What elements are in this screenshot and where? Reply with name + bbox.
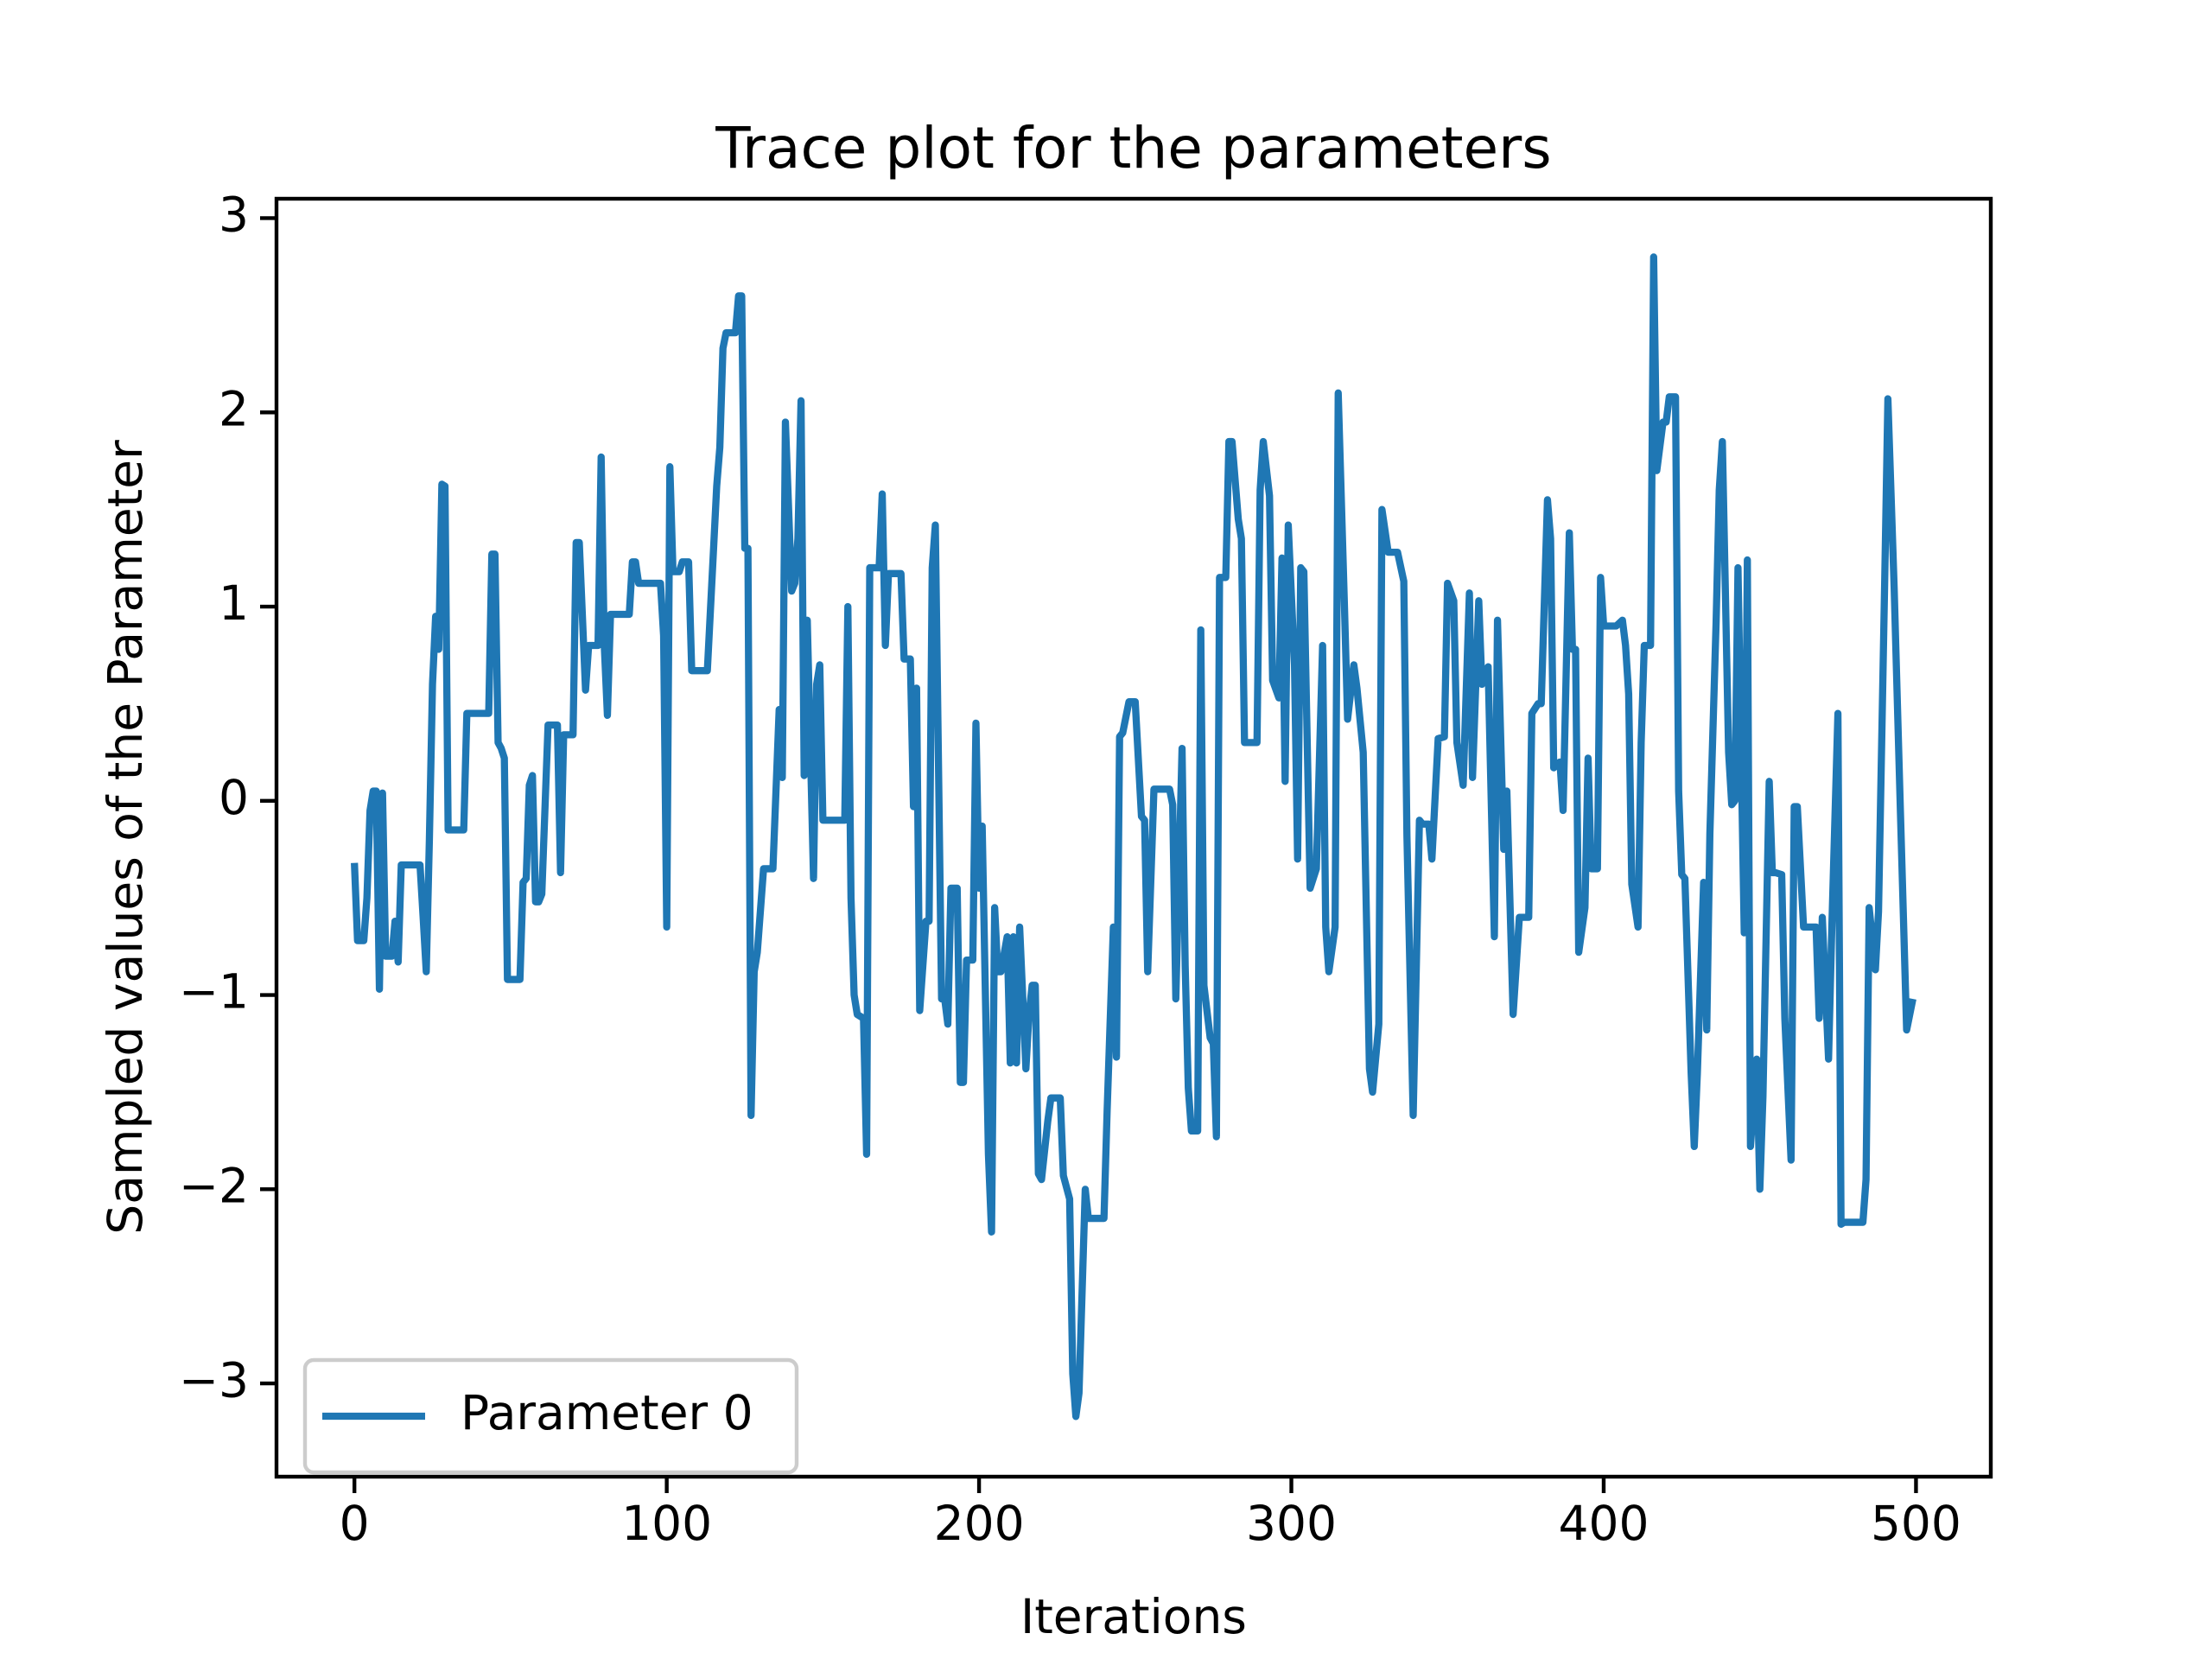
x-axis-label: Iterations bbox=[1020, 1589, 1247, 1644]
x-tick-label: 0 bbox=[340, 1496, 370, 1551]
x-tick-label: 400 bbox=[1558, 1496, 1649, 1551]
axes-frame bbox=[274, 196, 1993, 1479]
y-tick-label: 2 bbox=[219, 381, 249, 436]
x-tick-label: 300 bbox=[1246, 1496, 1337, 1551]
y-axis-label: Sampled values of the Parameter bbox=[98, 440, 153, 1235]
x-tick-label: 100 bbox=[621, 1496, 712, 1551]
x-tick-label: 200 bbox=[934, 1496, 1025, 1551]
y-tick-label: 1 bbox=[219, 575, 249, 631]
y-tick-label: 0 bbox=[219, 770, 249, 825]
y-tick-label: −1 bbox=[179, 964, 249, 1020]
x-tick-label: 500 bbox=[1871, 1496, 1961, 1551]
y-tick-label: −3 bbox=[179, 1352, 249, 1408]
legend-label: Parameter 0 bbox=[461, 1385, 753, 1440]
y-tick-label: 3 bbox=[219, 188, 249, 243]
data-line bbox=[351, 253, 1916, 1421]
y-tick-label: −2 bbox=[179, 1158, 249, 1213]
chart-title: Trace plot for the parameters bbox=[715, 115, 1551, 181]
legend-box bbox=[302, 1357, 799, 1475]
